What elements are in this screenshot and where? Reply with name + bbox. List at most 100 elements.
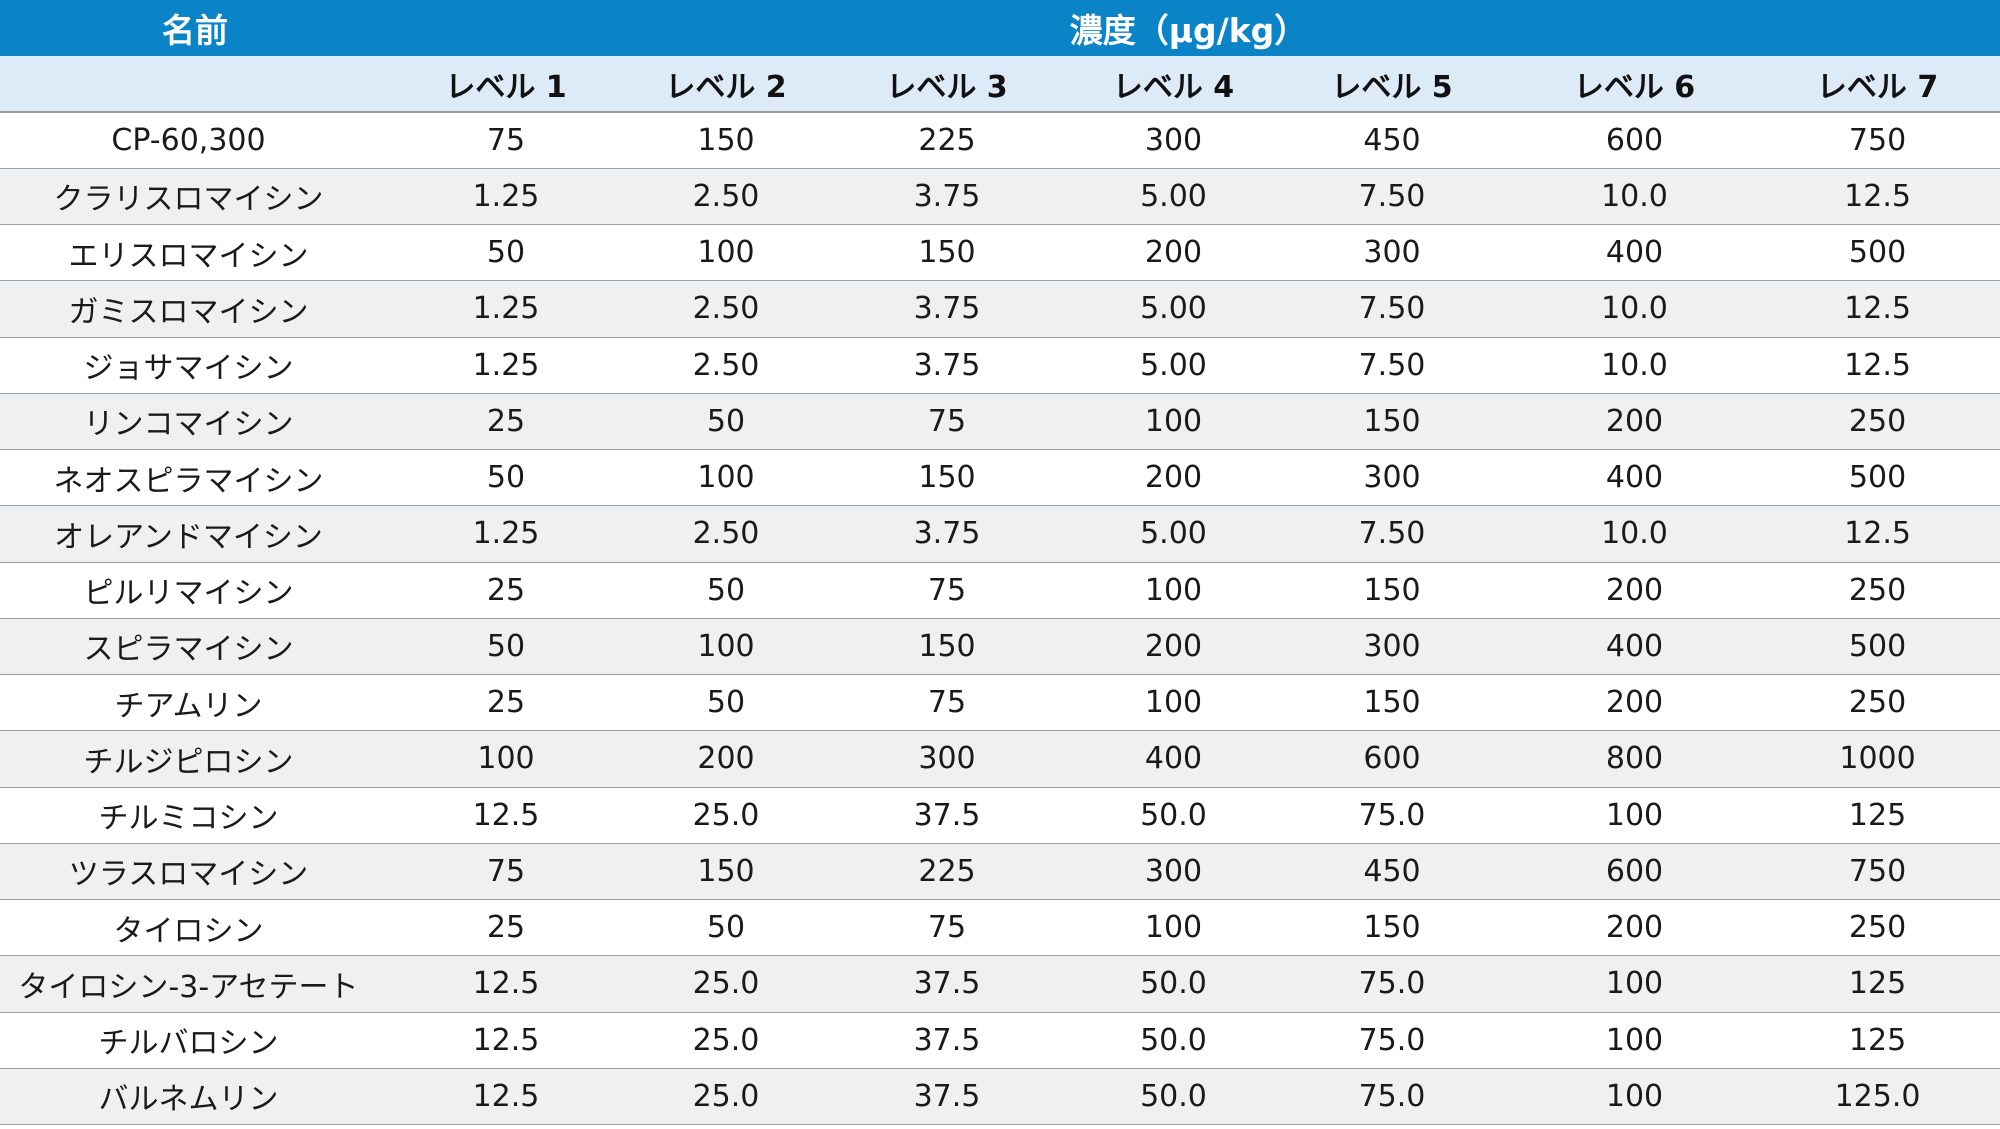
level-2-value-cell: 50: [635, 899, 817, 957]
level-4-value-cell: 200: [1077, 618, 1270, 676]
level-7-value-cell: 500: [1755, 449, 2000, 507]
concentration-header: 濃度（µg/kg）: [1069, 11, 1308, 50]
level-5-value-cell: 75.0: [1270, 1012, 1514, 1069]
level-1-value-cell: 50: [377, 449, 635, 507]
level-2-value-cell: 100: [635, 618, 817, 676]
level-4-value-cell: 50.0: [1077, 1068, 1270, 1126]
level-6-value-cell: 400: [1514, 224, 1755, 282]
compound-name-cell: ジョサマイシン: [0, 337, 377, 394]
compound-name-cell: クラリスロマイシン: [0, 168, 377, 226]
level-4-value-cell: 50.0: [1077, 1012, 1270, 1069]
level-4-value-cell: 200: [1077, 224, 1270, 282]
level-6-value-cell: 600: [1514, 112, 1755, 169]
compound-name-cell: バルネムリン: [0, 1068, 377, 1126]
level-4-value-cell: 100: [1077, 562, 1270, 619]
level-4-value-cell: 5.00: [1077, 280, 1270, 338]
level-3-value-cell: 150: [817, 449, 1077, 507]
table-row: チアムリン 25 50 75 100 150 200 250: [0, 674, 2000, 732]
compound-name-cell: ガミスロマイシン: [0, 280, 377, 338]
compound-name-cell: タイロシン-3-アセテート: [0, 955, 377, 1013]
level-7-value-cell: 1000: [1755, 730, 2000, 788]
level-6-value-cell: 100: [1514, 1012, 1755, 1069]
level-5-value-cell: 75.0: [1270, 955, 1514, 1013]
level-6-value-cell: 200: [1514, 562, 1755, 619]
level-3-value-cell: 75: [817, 393, 1077, 451]
level-1-value-cell: 25: [377, 562, 635, 619]
compound-name-cell: リンコマイシン: [0, 393, 377, 451]
level-6-value-cell: 10.0: [1514, 337, 1755, 394]
level-4-value-cell: 50.0: [1077, 955, 1270, 1013]
level-6-value-cell: 10.0: [1514, 168, 1755, 226]
level-4-value-cell: 5.00: [1077, 337, 1270, 394]
level-1-value-cell: 1.25: [377, 505, 635, 563]
level-2-value-cell: 150: [635, 843, 817, 901]
level-1-value-cell: 12.5: [377, 1068, 635, 1126]
level-6-value-cell: 200: [1514, 393, 1755, 451]
compound-name-cell: エリスロマイシン: [0, 224, 377, 282]
level-1-value-cell: 50: [377, 224, 635, 282]
level-2-value-cell: 25.0: [635, 787, 817, 844]
level-2-value-cell: 50: [635, 393, 817, 451]
level-3-value-cell: 3.75: [817, 337, 1077, 394]
level-3-value-cell: 225: [817, 843, 1077, 901]
level-1-value-cell: 25: [377, 674, 635, 732]
level-3-value-cell: 37.5: [817, 1068, 1077, 1126]
level-1-value-cell: 75: [377, 112, 635, 169]
level-2-value-cell: 2.50: [635, 505, 817, 563]
level-5-value-cell: 75.0: [1270, 1068, 1514, 1126]
level-2-value-cell: 2.50: [635, 280, 817, 338]
level-3-value-cell: 3.75: [817, 168, 1077, 226]
level-6-value-cell: 400: [1514, 618, 1755, 676]
level-5-value-cell: 7.50: [1270, 337, 1514, 394]
level-2-value-cell: 25.0: [635, 1012, 817, 1069]
level-3-value-cell: 37.5: [817, 787, 1077, 844]
level-6-value-cell: 200: [1514, 899, 1755, 957]
level-4-value-cell: 400: [1077, 730, 1270, 788]
level-4-value-cell: 200: [1077, 449, 1270, 507]
level-1-value-cell: 12.5: [377, 1012, 635, 1069]
level-header-1: レベル 1: [377, 56, 635, 113]
level-7-value-cell: 125.0: [1755, 1068, 2000, 1126]
level-6-value-cell: 100: [1514, 1068, 1755, 1126]
level-7-value-cell: 250: [1755, 393, 2000, 451]
level-header-4: レベル 4: [1077, 56, 1270, 113]
level-5-value-cell: 600: [1270, 730, 1514, 788]
level-7-value-cell: 12.5: [1755, 505, 2000, 563]
level-7-value-cell: 12.5: [1755, 168, 2000, 226]
level-6-value-cell: 400: [1514, 449, 1755, 507]
compound-name-cell: CP-60,300: [0, 112, 377, 169]
table-row: ツラスロマイシン 75 150 225 300 450 600 750: [0, 843, 2000, 901]
level-4-value-cell: 300: [1077, 112, 1270, 169]
name-column-header: 名前: [162, 11, 228, 50]
level-3-value-cell: 150: [817, 618, 1077, 676]
level-3-value-cell: 3.75: [817, 280, 1077, 338]
level-7-value-cell: 125: [1755, 1012, 2000, 1069]
compound-name-cell: ツラスロマイシン: [0, 843, 377, 901]
level-5-value-cell: 300: [1270, 224, 1514, 282]
level-4-value-cell: 100: [1077, 899, 1270, 957]
level-1-value-cell: 100: [377, 730, 635, 788]
table-row: チルバロシン 12.5 25.0 37.5 50.0 75.0 100 125: [0, 1012, 2000, 1069]
level-4-value-cell: 100: [1077, 393, 1270, 451]
level-2-value-cell: 25.0: [635, 955, 817, 1013]
level-4-value-cell: 5.00: [1077, 168, 1270, 226]
level-7-value-cell: 125: [1755, 787, 2000, 844]
level-1-value-cell: 1.25: [377, 337, 635, 394]
level-7-value-cell: 750: [1755, 112, 2000, 169]
table-row: ピルリマイシン 25 50 75 100 150 200 250: [0, 562, 2000, 619]
level-3-value-cell: 3.75: [817, 505, 1077, 563]
table-row: リンコマイシン 25 50 75 100 150 200 250: [0, 393, 2000, 451]
level-2-value-cell: 150: [635, 112, 817, 169]
level-3-value-cell: 37.5: [817, 1012, 1077, 1069]
table-row: スピラマイシン 50 100 150 200 300 400 500: [0, 618, 2000, 676]
level-5-value-cell: 75.0: [1270, 787, 1514, 844]
level-5-value-cell: 450: [1270, 843, 1514, 901]
compound-name-cell: ネオスピラマイシン: [0, 449, 377, 507]
level-6-value-cell: 600: [1514, 843, 1755, 901]
compound-name-cell: チルバロシン: [0, 1012, 377, 1069]
level-2-value-cell: 2.50: [635, 168, 817, 226]
level-7-value-cell: 250: [1755, 674, 2000, 732]
level-1-value-cell: 75: [377, 843, 635, 901]
level-1-value-cell: 12.5: [377, 787, 635, 844]
level-5-value-cell: 300: [1270, 449, 1514, 507]
